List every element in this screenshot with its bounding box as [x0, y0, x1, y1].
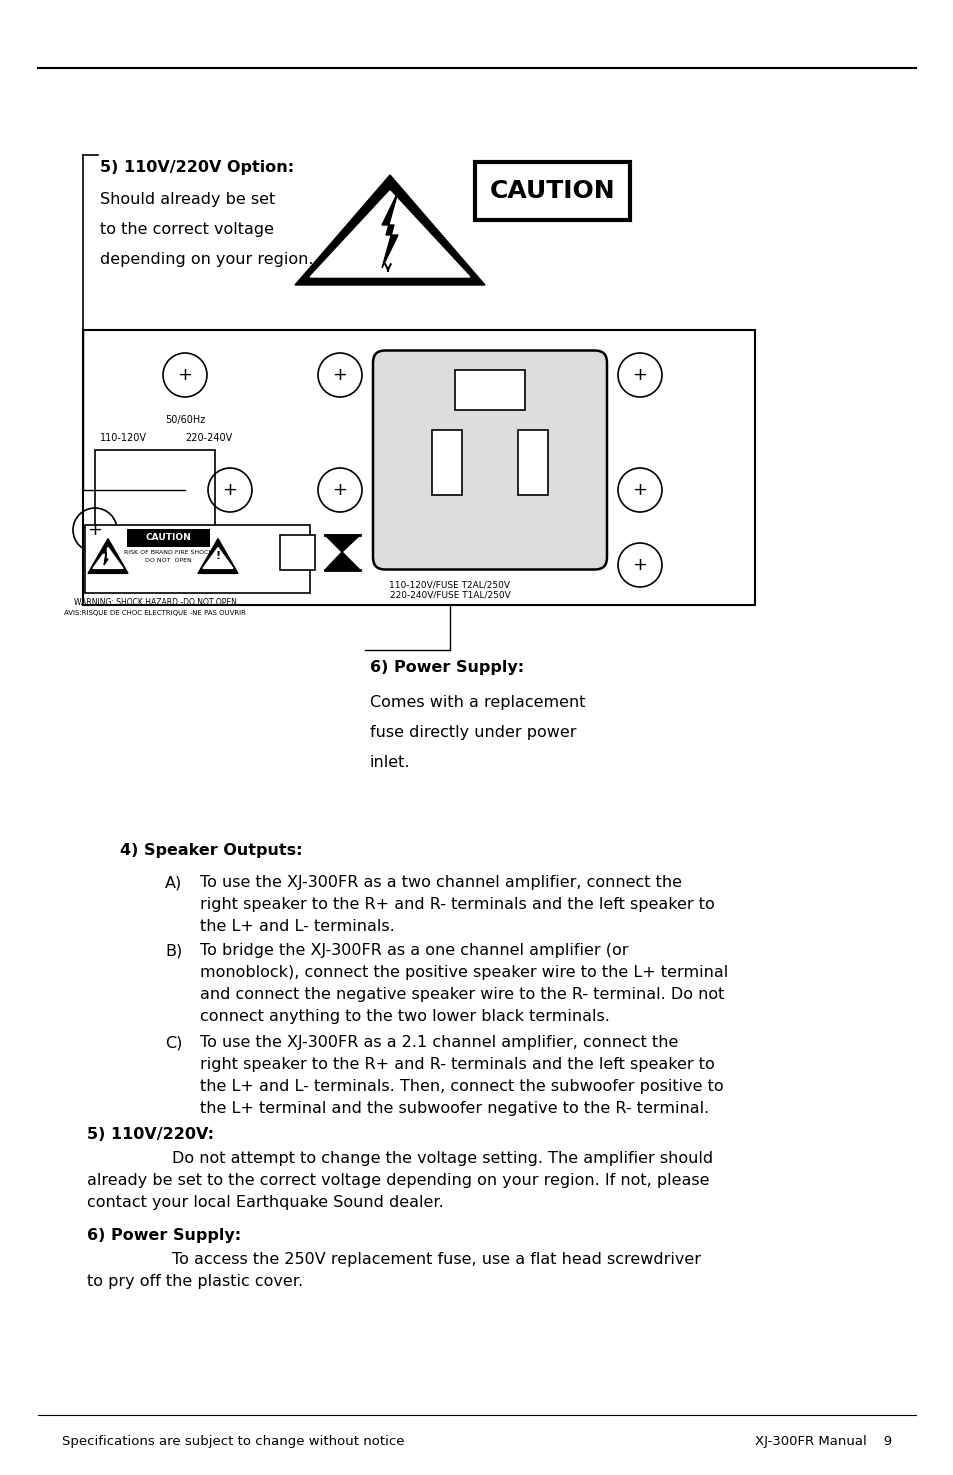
- Text: 4) Speaker Outputs:: 4) Speaker Outputs:: [120, 844, 302, 858]
- Text: Comes with a replacement: Comes with a replacement: [370, 695, 585, 709]
- Text: +: +: [632, 481, 647, 499]
- Text: Do not attempt to change the voltage setting. The amplifier should: Do not attempt to change the voltage set…: [172, 1150, 713, 1167]
- Bar: [432, 431, 461, 496]
- FancyBboxPatch shape: [373, 351, 606, 569]
- Text: To access the 250V replacement fuse, use a flat head screwdriver: To access the 250V replacement fuse, use…: [172, 1252, 700, 1267]
- Text: Specifications are subject to change without notice: Specifications are subject to change wit…: [62, 1435, 404, 1448]
- Text: +: +: [177, 366, 193, 384]
- Text: +: +: [333, 366, 347, 384]
- Text: already be set to the correct voltage depending on your region. If not, please: already be set to the correct voltage de…: [87, 1173, 709, 1187]
- Bar: [83, 330, 754, 605]
- Polygon shape: [88, 538, 128, 574]
- Text: C): C): [165, 1035, 182, 1050]
- Text: the L+ and L- terminals. Then, connect the subwoofer positive to: the L+ and L- terminals. Then, connect t…: [200, 1080, 723, 1094]
- Text: To use the XJ-300FR as a 2.1 channel amplifier, connect the: To use the XJ-300FR as a 2.1 channel amp…: [200, 1035, 678, 1050]
- Text: and connect the negative speaker wire to the R- terminal. Do not: and connect the negative speaker wire to…: [200, 987, 723, 1002]
- Text: right speaker to the R+ and R- terminals and the left speaker to: right speaker to the R+ and R- terminals…: [200, 1058, 714, 1072]
- Text: AVIS:RISQUE DE CHOC ELECTRIQUE -NE PAS OUVRIR: AVIS:RISQUE DE CHOC ELECTRIQUE -NE PAS O…: [64, 611, 246, 617]
- Text: WARNING: SHOCK HAZARD -DO NOT OPEN: WARNING: SHOCK HAZARD -DO NOT OPEN: [73, 597, 236, 608]
- Text: the L+ and L- terminals.: the L+ and L- terminals.: [200, 919, 395, 934]
- Text: CAUTION: CAUTION: [489, 178, 615, 204]
- Text: A): A): [165, 875, 182, 889]
- Polygon shape: [92, 547, 123, 568]
- Polygon shape: [310, 190, 469, 277]
- Text: +: +: [632, 366, 647, 384]
- Polygon shape: [103, 547, 108, 565]
- Polygon shape: [325, 535, 359, 569]
- Text: fuse directly under power: fuse directly under power: [370, 726, 576, 740]
- Polygon shape: [381, 192, 397, 268]
- Text: Should already be set: Should already be set: [100, 192, 275, 206]
- Text: To bridge the XJ-300FR as a one channel amplifier (or: To bridge the XJ-300FR as a one channel …: [200, 943, 628, 957]
- Text: 6) Power Supply:: 6) Power Supply:: [370, 659, 523, 676]
- Text: right speaker to the R+ and R- terminals and the left speaker to: right speaker to the R+ and R- terminals…: [200, 897, 714, 912]
- Text: RISK OF BRAND FIRE SHOCK: RISK OF BRAND FIRE SHOCK: [124, 550, 213, 555]
- Text: the L+ terminal and the subwoofer negative to the R- terminal.: the L+ terminal and the subwoofer negati…: [200, 1100, 708, 1117]
- Text: +: +: [88, 521, 102, 538]
- Bar: [475, 162, 629, 220]
- Text: CAUTION: CAUTION: [145, 534, 191, 543]
- Text: 220-240V/FUSE T1AL/250V: 220-240V/FUSE T1AL/250V: [389, 591, 510, 600]
- Bar: [517, 431, 547, 496]
- Bar: [455, 370, 524, 410]
- Text: connect anything to the two lower black terminals.: connect anything to the two lower black …: [200, 1009, 609, 1024]
- Bar: [95, 450, 214, 540]
- Text: depending on your region.: depending on your region.: [100, 252, 314, 267]
- Text: DO NOT  OPEN: DO NOT OPEN: [145, 558, 192, 562]
- Text: 50/60Hz: 50/60Hz: [165, 414, 205, 425]
- Bar: [280, 535, 314, 569]
- Text: +: +: [333, 481, 347, 499]
- Text: 5) 110V/220V:: 5) 110V/220V:: [87, 1127, 213, 1142]
- Text: !: !: [215, 552, 220, 560]
- Bar: [85, 525, 310, 593]
- Bar: [127, 530, 210, 547]
- Polygon shape: [294, 176, 484, 285]
- Text: 110-120V/FUSE T2AL/250V: 110-120V/FUSE T2AL/250V: [389, 580, 510, 589]
- Text: 6) Power Supply:: 6) Power Supply:: [87, 1229, 241, 1243]
- Text: to the correct voltage: to the correct voltage: [100, 223, 274, 237]
- Text: B): B): [165, 943, 182, 957]
- Text: +: +: [632, 556, 647, 574]
- Polygon shape: [203, 547, 233, 568]
- Text: To use the XJ-300FR as a two channel amplifier, connect the: To use the XJ-300FR as a two channel amp…: [200, 875, 681, 889]
- Text: 220-240V: 220-240V: [185, 434, 232, 442]
- Text: +: +: [222, 481, 237, 499]
- Polygon shape: [198, 538, 237, 574]
- Text: 110-120V: 110-120V: [100, 434, 147, 442]
- Text: contact your local Earthquake Sound dealer.: contact your local Earthquake Sound deal…: [87, 1195, 443, 1209]
- Text: XJ-300FR Manual    9: XJ-300FR Manual 9: [754, 1435, 891, 1448]
- Text: monoblock), connect the positive speaker wire to the L+ terminal: monoblock), connect the positive speaker…: [200, 965, 727, 979]
- Text: to pry off the plastic cover.: to pry off the plastic cover.: [87, 1274, 303, 1289]
- Text: inlet.: inlet.: [370, 755, 410, 770]
- Text: 5) 110V/220V Option:: 5) 110V/220V Option:: [100, 159, 294, 176]
